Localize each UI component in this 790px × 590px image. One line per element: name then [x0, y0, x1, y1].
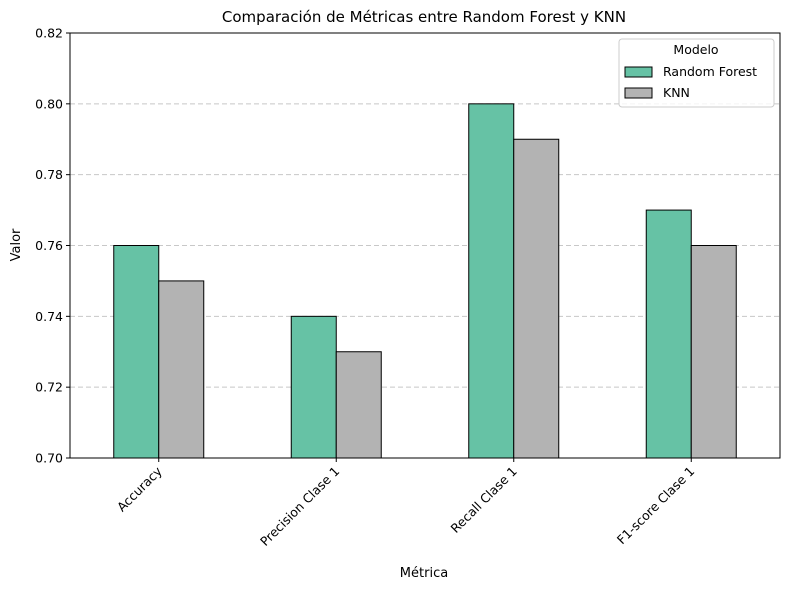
legend-title: Modelo: [673, 42, 718, 57]
y-axis-label: Valor: [9, 228, 24, 261]
y-tick-label: 0.80: [35, 96, 63, 111]
y-axis-ticks: 0.70 0.72 0.74 0.76 0.78 0.80 0.82: [35, 26, 70, 466]
legend-swatch-knn: [624, 87, 653, 99]
x-tick-label: F1-score Clase 1: [614, 464, 698, 548]
x-axis-ticks: Accuracy Precision Clase 1 Recall Clase 1 F…: [114, 458, 697, 549]
bar-random-forest: [113, 245, 160, 459]
x-tick-label: Recall Clase 1: [448, 464, 520, 536]
legend-swatch-random-forest: [624, 66, 653, 78]
bar-random-forest: [645, 209, 692, 459]
y-tick-label: 0.78: [35, 167, 63, 182]
legend: Modelo Random Forest KNN: [618, 38, 775, 108]
legend-label-knn: KNN: [663, 85, 690, 100]
chart-title: Comparación de Métricas entre Random For…: [222, 8, 626, 26]
y-tick-label: 0.72: [35, 380, 63, 395]
y-tick-label: 0.76: [35, 238, 63, 253]
legend-box: [618, 38, 775, 108]
grid-lines: [70, 103, 780, 388]
bars: [113, 103, 737, 459]
bar-random-forest: [468, 103, 515, 459]
bar-knn: [158, 280, 205, 459]
x-tick-label: Precision Clase 1: [257, 464, 342, 549]
x-tick-label: Accuracy: [114, 463, 165, 514]
bar-random-forest: [290, 315, 337, 459]
bar-knn: [335, 351, 382, 459]
bar-knn: [690, 245, 737, 459]
y-tick-label: 0.74: [35, 309, 63, 324]
legend-label-random-forest: Random Forest: [663, 64, 757, 79]
y-tick-label: 0.82: [35, 26, 63, 41]
bar-knn: [513, 138, 560, 459]
y-tick-label: 0.70: [35, 451, 63, 466]
x-axis-label: Métrica: [400, 566, 448, 581]
